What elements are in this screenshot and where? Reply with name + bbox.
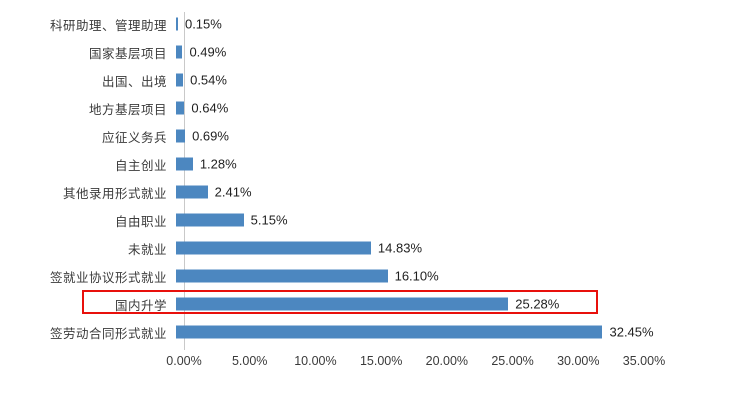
bar-track: 0.49%	[176, 38, 636, 66]
value-label: 16.10%	[394, 268, 439, 284]
value-label: 14.83%	[377, 240, 422, 256]
value-label: 0.15%	[184, 16, 222, 32]
chart-row: 签就业协议形式就业 16.10%	[0, 262, 729, 290]
bar	[176, 73, 184, 87]
category-label: 未就业	[127, 242, 167, 257]
bar	[176, 129, 186, 143]
bar	[176, 325, 603, 339]
category-label: 签劳动合同形式就业	[49, 326, 167, 341]
bar-track: 32.45%	[176, 318, 654, 346]
value-label: 25.28%	[515, 296, 560, 312]
x-tick-label: 5.00%	[231, 354, 268, 368]
chart-row: 国家基层项目 0.49%	[0, 38, 729, 66]
bar-track: 14.83%	[176, 234, 636, 262]
bar	[176, 185, 208, 199]
value-label: 0.49%	[189, 44, 227, 60]
category-label: 自主创业	[114, 158, 167, 173]
bar-track: 0.64%	[176, 94, 636, 122]
bar-track: 2.41%	[176, 178, 636, 206]
bar-track: 5.15%	[176, 206, 636, 234]
bar-track: 0.15%	[176, 10, 636, 38]
category-label: 国内升学	[114, 298, 167, 313]
category-label: 地方基层项目	[88, 102, 167, 117]
category-label: 科研助理、管理助理	[49, 18, 167, 33]
bar-track: 1.28%	[176, 150, 636, 178]
category-label: 自由职业	[114, 214, 167, 229]
x-axis: 0.00% 5.00% 10.00% 15.00% 20.00% 25.00% 30.00%…	[166, 354, 665, 376]
x-tick-label: 25.00%	[491, 354, 534, 368]
x-tick-label: 30.00%	[557, 354, 600, 368]
x-tick-label: 20.00%	[425, 354, 469, 368]
chart-row: 应征义务兵 0.69%	[0, 122, 729, 150]
chart-row: 地方基层项目 0.64%	[0, 94, 729, 122]
value-label: 1.28%	[199, 156, 237, 172]
y-axis-line	[184, 12, 185, 350]
chart-row: 其他录用形式就业 2.41%	[0, 178, 729, 206]
chart-row: 自主创业 1.28%	[0, 150, 729, 178]
chart-rows: 科研助理、管理助理 0.15% 国家基层项目 0.49% 出国、出境 0.54% 地方基层项…	[0, 10, 729, 346]
chart-row: 出国、出境 0.54%	[0, 66, 729, 94]
bar-track: 25.28%	[176, 290, 636, 318]
x-tick-label: 0.00%	[166, 354, 202, 368]
value-label: 0.69%	[192, 128, 229, 144]
x-tick-label: 35.00%	[622, 354, 666, 368]
bar-track: 0.54%	[176, 66, 636, 94]
value-label: 5.15%	[250, 212, 288, 228]
bar	[176, 101, 185, 115]
bar	[176, 17, 178, 31]
chart-row: 科研助理、管理助理 0.15%	[0, 10, 729, 38]
chart-row: 自由职业 5.15%	[0, 206, 729, 234]
bar	[176, 157, 193, 171]
bar	[176, 297, 509, 311]
chart-row: 未就业 14.83%	[0, 234, 729, 262]
category-label: 国家基层项目	[88, 46, 167, 61]
category-label: 签就业协议形式就业	[49, 270, 167, 285]
bar	[176, 45, 183, 59]
chart-row: 国内升学 25.28%	[0, 290, 729, 318]
value-label: 32.45%	[609, 324, 654, 340]
bar	[176, 241, 371, 255]
category-label: 出国、出境	[101, 74, 167, 89]
value-label: 0.64%	[191, 100, 229, 116]
value-label: 2.41%	[214, 184, 252, 200]
bar	[176, 213, 244, 227]
category-label: 应征义务兵	[101, 130, 167, 145]
x-tick-label: 10.00%	[294, 354, 337, 368]
x-tick-label: 15.00%	[359, 354, 403, 368]
bar-track: 0.69%	[176, 122, 636, 150]
category-label: 其他录用形式就业	[62, 186, 167, 201]
chart-row: 签劳动合同形式就业 32.45%	[0, 318, 729, 346]
bar-track: 16.10%	[176, 262, 636, 290]
bar	[176, 269, 388, 283]
value-label: 0.54%	[190, 72, 227, 88]
